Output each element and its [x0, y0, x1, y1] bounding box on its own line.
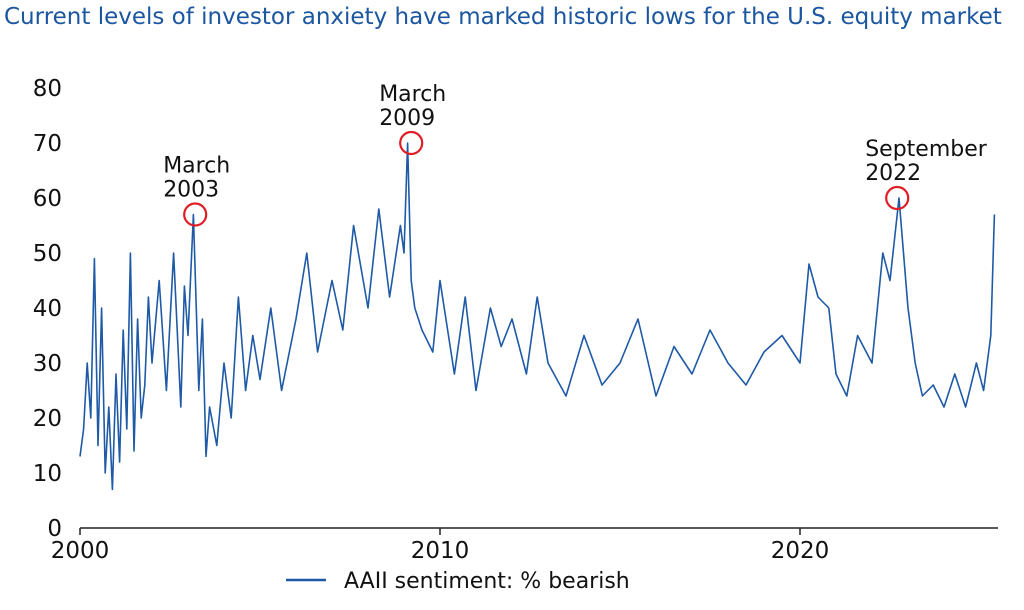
series-line-bearish [79, 142, 996, 491]
annotation-label-line1: March [163, 154, 230, 179]
x-axis-ticks: 2000 2010 2020 [51, 528, 830, 564]
y-tick-label: 0 [47, 516, 62, 542]
peak-circle [183, 202, 208, 227]
annotation-label-line2: 2003 [163, 178, 219, 203]
y-tick-label: 10 [33, 461, 62, 487]
y-axis-ticks: 0 10 20 30 40 50 60 70 80 [33, 76, 62, 542]
annotation-label-line2: 2009 [379, 106, 435, 131]
x-tick-label: 2010 [411, 538, 470, 564]
y-tick-label: 40 [33, 296, 62, 322]
annotation-label-line2: 2022 [865, 161, 921, 186]
annotation-label-line1: March [379, 82, 446, 107]
annotation-label-line1: September [865, 137, 988, 162]
y-tick-label: 30 [33, 351, 62, 377]
chart-title: Current levels of investor anxiety have … [4, 4, 1002, 30]
peak-circle [399, 130, 424, 156]
y-tick-label: 20 [33, 406, 62, 432]
y-tick-label: 80 [33, 76, 62, 102]
legend: AAII sentiment: % bearish [286, 569, 630, 594]
x-tick-label: 2020 [771, 538, 830, 564]
y-tick-label: 50 [33, 241, 62, 267]
y-tick-label: 70 [33, 131, 62, 157]
y-tick-label: 60 [33, 186, 62, 212]
x-tick-label: 2000 [51, 538, 110, 564]
legend-label: AAII sentiment: % bearish [344, 569, 630, 594]
peak-circle [885, 185, 910, 211]
